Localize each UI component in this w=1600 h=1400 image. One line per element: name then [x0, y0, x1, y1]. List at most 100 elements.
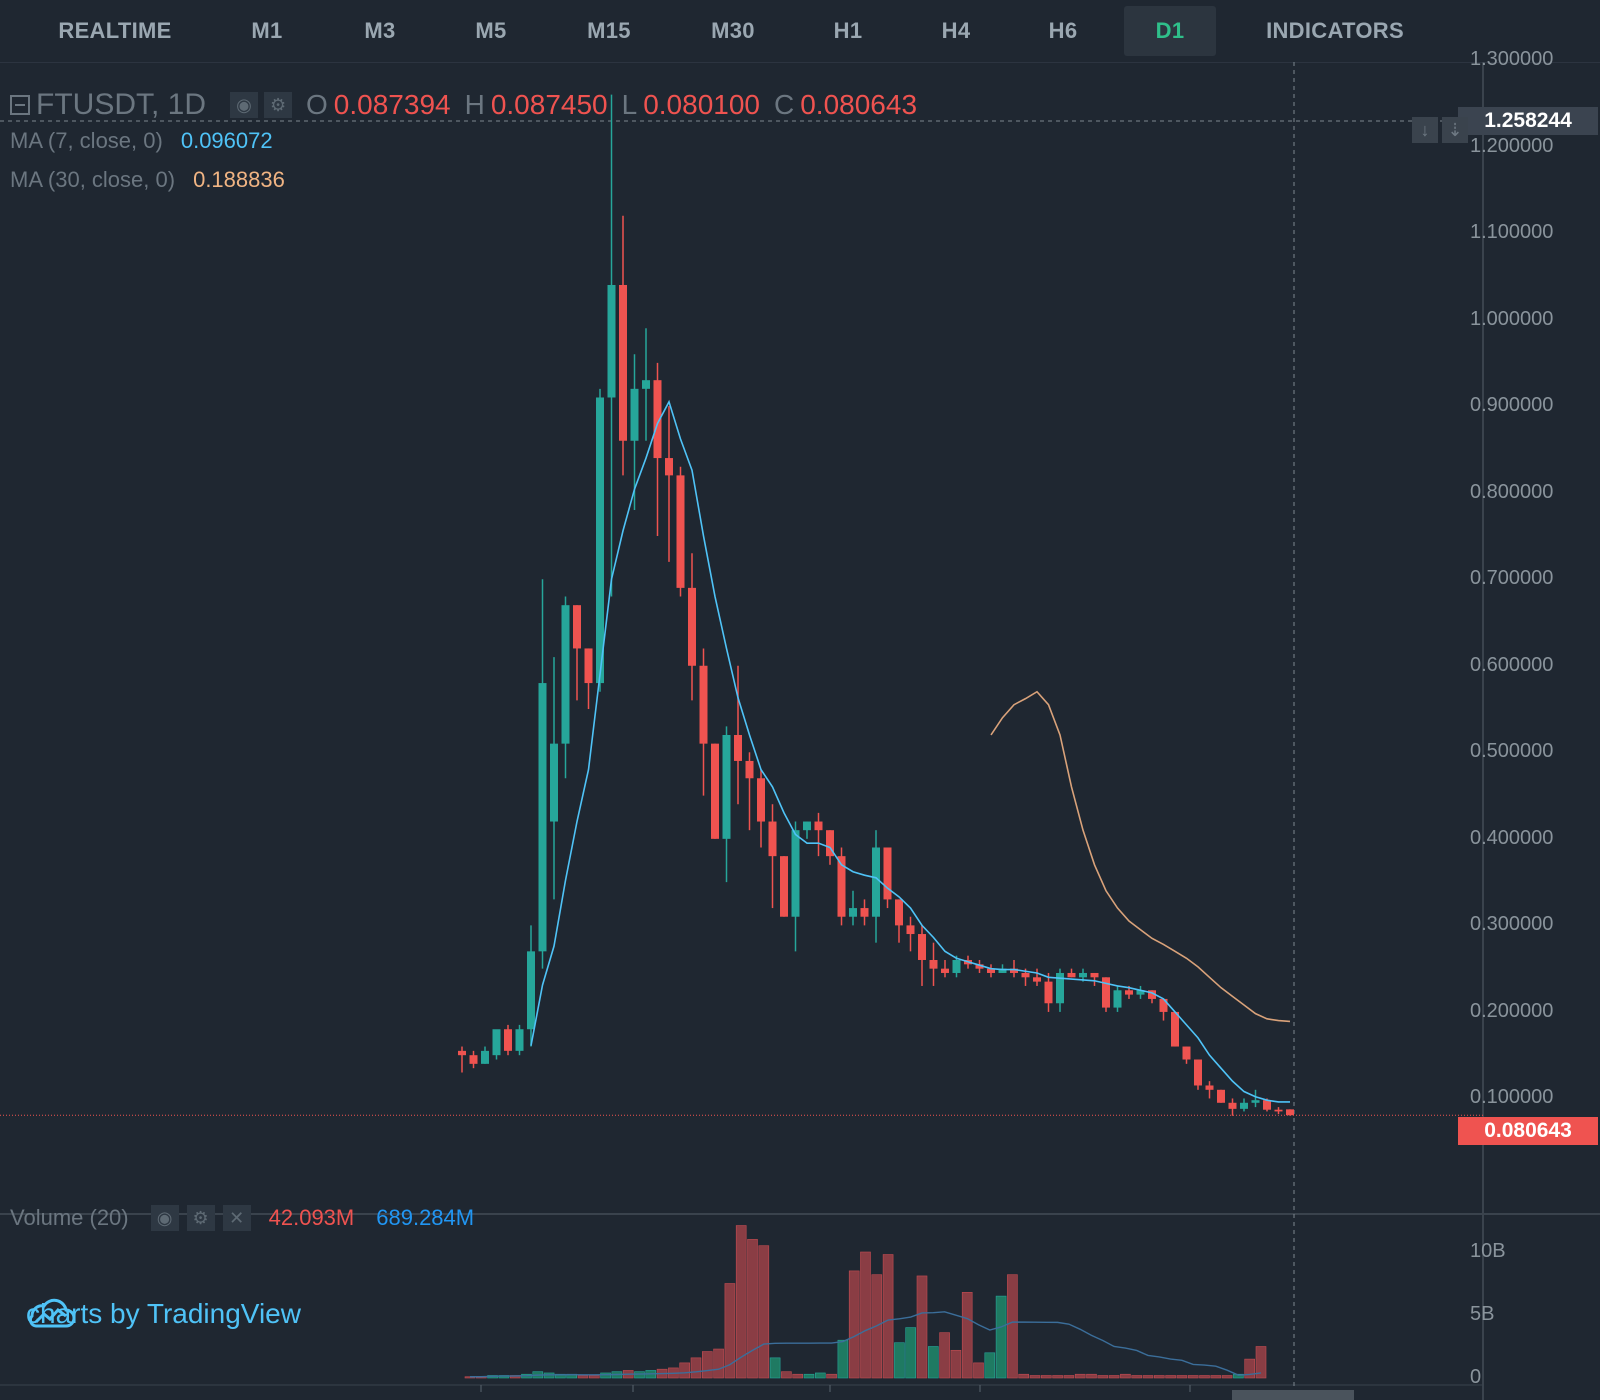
candle-down: [837, 856, 846, 917]
tab-m1[interactable]: M1: [251, 18, 283, 43]
close-value: 0.080643: [800, 89, 918, 120]
volume-bar: [995, 1295, 1007, 1379]
tab-h6[interactable]: H6: [1048, 18, 1078, 43]
candle-up: [492, 1029, 501, 1056]
symbol-legend: FTUSDT, 1D ◉ ⚙ O 0.087394 H 0.087450 L 0.08…: [10, 88, 917, 122]
volume-bar: [1187, 1375, 1199, 1379]
arrow-down-icon[interactable]: ↓: [1412, 117, 1438, 143]
candle-up: [998, 968, 1007, 973]
candle-up: [1251, 1100, 1260, 1103]
tab-m3[interactable]: M3: [364, 18, 396, 43]
volume-axis-label: 5B: [1470, 1303, 1495, 1325]
volume-bar: [1063, 1375, 1075, 1379]
candle-down: [1194, 1059, 1202, 1086]
candle-up: [596, 397, 604, 684]
candle-down: [1125, 990, 1133, 995]
volume-bar: [814, 1372, 826, 1379]
tab-h1[interactable]: H1: [833, 18, 863, 43]
volume-bar: [1154, 1375, 1165, 1379]
arrow-down-end-icon[interactable]: ⇣: [1442, 117, 1468, 143]
tab-m30[interactable]: M30: [711, 18, 755, 43]
volume-bar: [600, 1372, 611, 1379]
tab-h4[interactable]: H4: [941, 18, 971, 43]
price-axis-label: 1.200000: [1470, 134, 1554, 157]
volume-axis-label: 0: [1470, 1366, 1482, 1388]
candle-down: [1067, 972, 1076, 978]
candle-up: [481, 1050, 489, 1064]
candle-down: [814, 821, 823, 831]
volume-bar: [927, 1346, 939, 1379]
candle-down: [1274, 1109, 1283, 1112]
volume-bar: [690, 1357, 702, 1379]
eye-icon[interactable]: ◉: [150, 1205, 179, 1231]
volume-bar: [735, 1225, 747, 1379]
ma30-label: MA (30, close, 0): [10, 167, 176, 192]
gear-icon[interactable]: ⚙: [186, 1205, 215, 1231]
price-axis-label: 0.500000: [1470, 740, 1554, 763]
volume-bar: [1244, 1358, 1255, 1379]
volume-bar: [1131, 1375, 1142, 1379]
candle-down: [688, 587, 696, 666]
chart-area[interactable]: [0, 62, 1600, 1400]
price-axis-label: 0.900000: [1470, 394, 1554, 417]
candle-up: [803, 821, 811, 831]
candle-up: [791, 830, 800, 917]
candle-down: [780, 856, 788, 917]
candle-up: [607, 284, 616, 398]
candle-down: [1171, 1011, 1179, 1047]
volume-bar: [701, 1351, 713, 1379]
candle-down: [1263, 1100, 1271, 1110]
volume-bar: [882, 1254, 894, 1379]
tab-indicators[interactable]: INDICATORS: [1266, 18, 1404, 43]
tab-d1[interactable]: D1: [1124, 6, 1216, 56]
candle-down: [619, 284, 627, 441]
price-axis-label: 0.200000: [1470, 999, 1554, 1022]
volume-bar: [860, 1251, 871, 1379]
candle-down: [987, 968, 995, 973]
eye-icon[interactable]: ◉: [230, 92, 259, 118]
candle-down: [504, 1029, 512, 1051]
volume-value: 42.093M: [268, 1205, 355, 1230]
candle-down: [458, 1050, 466, 1056]
candle-down: [1148, 990, 1156, 999]
candle-down: [918, 934, 926, 960]
horizontal-scrollbar[interactable]: [1232, 1390, 1354, 1400]
gear-icon[interactable]: ⚙: [264, 92, 293, 118]
candle-up: [1113, 990, 1122, 1008]
collapse-icon[interactable]: [10, 95, 30, 115]
candle-down: [573, 605, 581, 649]
tab-m15[interactable]: M15: [587, 18, 631, 43]
ma30-value: 0.188836: [193, 167, 285, 192]
volume-bar: [781, 1371, 792, 1379]
tab-realtime[interactable]: REALTIME: [58, 18, 172, 43]
candle-down: [757, 778, 765, 822]
candle-down: [1228, 1102, 1237, 1109]
candle-down: [734, 734, 742, 761]
price-axis-label: 1.000000: [1470, 307, 1554, 330]
scroll-buttons: ↓ ⇣: [1412, 117, 1468, 143]
candle-down: [1286, 1109, 1294, 1116]
candle-down: [1205, 1085, 1214, 1090]
candle-up: [515, 1029, 524, 1051]
ma30-legend[interactable]: MA (30, close, 0) 0.188836: [10, 167, 285, 193]
volume-bar: [1199, 1375, 1210, 1379]
ma7-line: [530, 399, 1290, 1103]
volume-bar: [792, 1373, 804, 1379]
ma7-legend[interactable]: MA (7, close, 0) 0.096072: [10, 128, 273, 154]
volume-bar: [803, 1373, 815, 1379]
candle-up: [538, 683, 547, 952]
volume-bar: [713, 1348, 724, 1379]
candle-up: [1136, 990, 1145, 995]
volume-bar: [973, 1362, 984, 1379]
close-icon[interactable]: ✕: [222, 1205, 251, 1231]
candle-down: [1102, 977, 1110, 1008]
tab-m5[interactable]: M5: [475, 18, 507, 43]
ma7-label: MA (7, close, 0): [10, 128, 163, 153]
candle-down: [1021, 972, 1030, 978]
candle-up: [561, 605, 570, 744]
volume-bar: [758, 1245, 770, 1379]
tradingview-branding[interactable]: charts by TradingView: [26, 1298, 301, 1330]
low-value: 0.080100: [643, 89, 760, 120]
volume-bar: [724, 1283, 736, 1379]
volume-ma-value: 689.284M: [376, 1205, 475, 1230]
